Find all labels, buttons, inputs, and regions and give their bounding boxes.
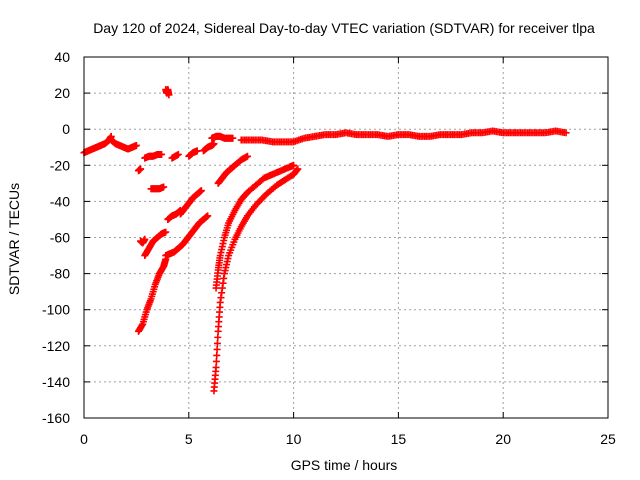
y-tick-label: -100 [42,302,70,318]
series-track-f [168,150,182,162]
series-curve-2 [212,161,298,292]
series-curve-3 [214,152,251,187]
x-tick-label: 0 [80,431,88,447]
data-point [193,147,201,155]
chart-title: Day 120 of 2024, Sidereal Day-to-day VTE… [93,20,595,36]
series-rise-4 [176,187,205,218]
data-point [162,228,170,236]
series-track-e [147,183,168,193]
x-tick-label: 25 [600,431,616,447]
data-point [165,91,173,99]
data-points [80,85,570,395]
series-band [237,127,570,146]
series-track-j [199,140,218,155]
y-tick-label: -20 [50,157,70,173]
series-spike [162,85,173,99]
series-track-c [134,165,145,175]
x-tick-label: 15 [391,431,407,447]
data-point [210,140,218,148]
series-track-a [80,132,115,157]
data-point [213,339,221,347]
y-tick-label: 40 [54,49,70,65]
data-point [197,187,205,195]
y-tick-label: -160 [42,410,70,426]
data-point [294,165,302,173]
series-track-i [185,147,201,160]
data-point [214,333,222,341]
data-point [132,141,140,149]
data-point [141,235,149,243]
series-track-b [107,136,140,153]
series-track-g [137,235,149,247]
series-track-k [208,132,237,142]
y-tick-label: -80 [50,266,70,282]
data-point [204,212,212,220]
y-axis-ticks: 40 20 0 -20 -40 -60 -80 -100 -120 -140 -160 [42,49,608,426]
data-point [290,161,298,169]
series-rise-2 [141,228,170,260]
data-point [213,351,221,359]
x-axis-label: GPS time / hours [291,457,398,473]
y-tick-label: -140 [42,374,70,390]
x-tick-label: 10 [286,431,302,447]
data-point [158,150,166,158]
x-axis-ticks: 0 5 10 15 20 25 [80,57,616,447]
series-curve-1 [210,165,302,395]
x-tick-label: 20 [495,431,511,447]
y-tick-label: -60 [50,230,70,246]
data-point [160,183,168,191]
y-tick-label: 20 [54,85,70,101]
data-point [562,129,570,137]
series-rise-3 [162,212,212,260]
y-tick-label: -40 [50,193,70,209]
y-tick-label: -120 [42,338,70,354]
y-tick-label: 0 [62,121,70,137]
series-rise-1 [134,255,170,335]
x-tick-label: 5 [185,431,193,447]
y-axis-label: SDTVAR / TECUs [6,183,22,295]
data-point [137,165,145,173]
data-point [212,357,220,365]
data-point [174,150,182,158]
data-point [229,134,237,142]
data-point [213,345,221,353]
series-track-d [141,150,166,162]
data-point [212,363,220,371]
data-point [243,152,251,160]
grid-lines [84,57,608,418]
